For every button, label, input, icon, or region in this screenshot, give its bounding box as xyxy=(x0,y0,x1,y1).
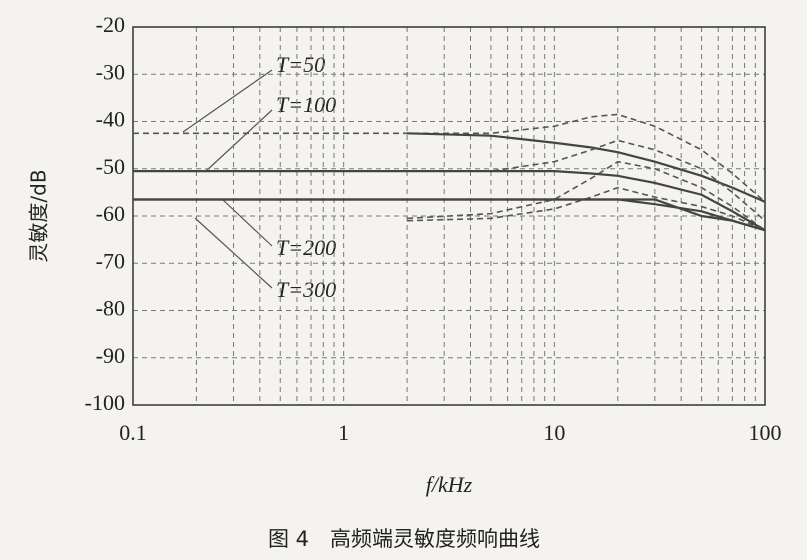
series-line xyxy=(133,113,766,203)
y-tick-label: -40 xyxy=(96,107,125,132)
x-axis-label: f/kHz xyxy=(426,472,473,497)
series-line xyxy=(407,132,766,203)
x-tick-label: 0.1 xyxy=(119,420,147,445)
series-line xyxy=(407,186,766,231)
annotation: T=50 xyxy=(276,52,325,77)
leader-line xyxy=(221,198,273,247)
annotation: T=100 xyxy=(276,92,336,117)
y-tick-label: -70 xyxy=(96,248,125,273)
series-line xyxy=(407,160,766,231)
y-tick-label: -80 xyxy=(96,296,125,321)
annotation: T=300 xyxy=(276,277,336,302)
y-tick-label: -20 xyxy=(96,12,125,37)
y-tick-label: -30 xyxy=(96,59,125,84)
series-line xyxy=(133,198,766,232)
x-tick-label: 10 xyxy=(543,420,565,445)
plot-frame xyxy=(132,26,766,406)
x-tick-label: 100 xyxy=(749,420,782,445)
y-tick-label: -100 xyxy=(85,390,125,415)
y-tick-label: -50 xyxy=(96,154,125,179)
x-tick-label: 1 xyxy=(338,420,349,445)
y-axis-label: 灵敏度/dB xyxy=(27,169,51,262)
series-line xyxy=(133,139,766,222)
series-line xyxy=(133,170,766,232)
annotation: T=200 xyxy=(276,235,336,260)
y-tick-label: -60 xyxy=(96,201,125,226)
caption: 图 4 高频端灵敏度频响曲线 xyxy=(268,527,540,551)
y-tick-label: -90 xyxy=(96,343,125,368)
leader-line xyxy=(204,109,273,173)
